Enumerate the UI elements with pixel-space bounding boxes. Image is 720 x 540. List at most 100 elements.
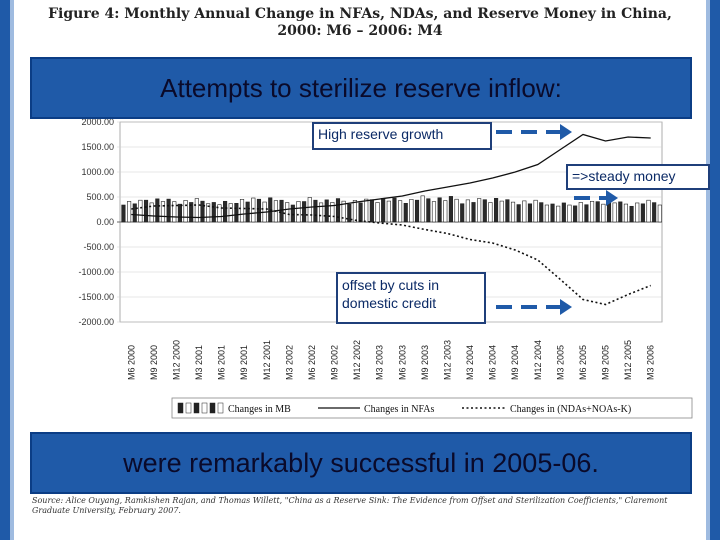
- arrow-high-reserve-head: [560, 124, 572, 140]
- slide-frame-right: [710, 0, 720, 540]
- x-tick-label: M6 2003: [397, 345, 407, 380]
- bar-mb: [426, 198, 431, 223]
- y-tick-label: -2000.00: [78, 317, 114, 327]
- bar-mb: [183, 200, 188, 223]
- legend-swatch-mb: [201, 402, 208, 414]
- arrow-steady-money-head: [606, 190, 618, 206]
- bar-mb: [347, 203, 352, 223]
- bar-mb: [516, 204, 521, 223]
- bar-mb: [296, 201, 301, 223]
- bar-mb: [194, 198, 199, 223]
- legend-label-nfa: Changes in NFAs: [364, 404, 434, 415]
- bar-mb: [155, 198, 160, 223]
- y-tick-label: 0.00: [96, 217, 114, 227]
- bar-mb: [251, 197, 256, 223]
- bar-mb: [544, 204, 549, 223]
- callout-offset: offset by cuts in domestic credit: [336, 272, 486, 324]
- x-tick-label: M9 2005: [601, 345, 611, 380]
- bar-mb: [403, 203, 408, 223]
- bar-mb: [584, 204, 589, 223]
- y-tick-label: 500.00: [86, 192, 114, 202]
- x-tick-label: M12 2002: [352, 340, 362, 380]
- x-tick-label: M3 2001: [194, 345, 204, 380]
- bar-mb: [256, 198, 262, 223]
- bar-mb: [550, 203, 555, 223]
- bar-mb: [640, 203, 645, 223]
- bar-mb: [302, 201, 307, 223]
- bar-mb: [522, 200, 527, 223]
- bar-mb: [567, 204, 572, 223]
- bar-mb: [172, 201, 177, 223]
- bar-mb: [375, 202, 380, 223]
- bar-mb: [200, 200, 205, 223]
- bar-mb: [443, 200, 448, 223]
- bar-mb: [561, 202, 566, 223]
- y-tick-label: -500.00: [83, 242, 114, 252]
- bar-mb: [460, 203, 465, 223]
- bar-mb: [324, 199, 329, 223]
- bar-mb: [285, 202, 290, 223]
- bar-mb: [431, 201, 437, 223]
- chart-axes: 2000.00 1500.00 1000.00 500.00 0.00 -500.00 -1…: [78, 117, 663, 327]
- x-tick-label: M3 2005: [555, 345, 565, 380]
- bar-mb: [228, 203, 233, 223]
- bar-mb: [488, 202, 493, 223]
- x-tick-label: M12 2000: [171, 340, 181, 380]
- bar-mb: [386, 200, 391, 223]
- legend-swatch-mb: [177, 402, 184, 414]
- bar-mb: [189, 202, 194, 223]
- x-tick-label: M6 2004: [488, 345, 498, 380]
- line-series-nfa: [131, 133, 651, 219]
- bar-mb: [409, 199, 414, 223]
- bar-mb: [211, 202, 216, 223]
- bar-mb: [398, 200, 403, 223]
- bar-mb: [652, 202, 657, 223]
- bar-mb: [313, 199, 318, 223]
- x-tick-label: M6 2002: [307, 345, 317, 380]
- x-tick-label: M3 2004: [465, 345, 475, 380]
- bar-mb: [132, 203, 137, 223]
- y-tick-label: -1000.00: [78, 267, 114, 277]
- y-tick-label: 1500.00: [81, 142, 114, 152]
- banner-bottom: were remarkably successful in 2005-06.: [30, 432, 692, 494]
- bar-mb: [352, 200, 358, 223]
- legend-label-nda: Changes in (NDAs+NOAs-K): [510, 404, 631, 415]
- bar-mb: [657, 204, 662, 223]
- bar-mb: [245, 201, 250, 223]
- legend-swatch-mb: [217, 402, 224, 414]
- bar-mb: [635, 202, 640, 223]
- bar-mb: [239, 199, 245, 223]
- bar-mb: [166, 198, 171, 223]
- x-tick-label: M3 2006: [646, 345, 656, 380]
- bar-mb: [437, 197, 442, 223]
- x-tick-label: M12 2003: [442, 340, 452, 380]
- arrow-offset-head: [560, 299, 572, 315]
- callout-high-reserve: High reserve growth: [312, 122, 492, 150]
- bar-mb: [471, 202, 476, 223]
- legend-swatch-mb: [209, 402, 216, 414]
- bar-mb: [290, 204, 295, 223]
- bar-mb: [364, 198, 369, 223]
- legend-box: [171, 397, 693, 419]
- x-tick-label: M9 2003: [420, 345, 430, 380]
- x-tick-label: M3 2002: [284, 345, 294, 380]
- bar-mb: [358, 202, 363, 223]
- x-tick-label: M9 2001: [239, 345, 249, 380]
- bar-mb: [341, 200, 346, 223]
- bar-mb: [510, 201, 516, 223]
- bar-mb: [499, 200, 504, 223]
- banner-top: Attempts to sterilize reserve inflow:: [30, 57, 692, 119]
- y-tick-label: -1500.00: [78, 292, 114, 302]
- bar-mb: [556, 205, 561, 223]
- x-tick-label: M6 2001: [217, 345, 227, 380]
- bar-mb: [595, 201, 600, 223]
- x-tick-label: M12 2001: [262, 340, 272, 380]
- bar-mb: [177, 203, 182, 223]
- bar-mb: [494, 198, 499, 223]
- bar-mb: [149, 202, 154, 223]
- bar-mb: [533, 199, 538, 223]
- bar-mb: [623, 203, 629, 223]
- bar-mb: [601, 203, 606, 223]
- bar-mb: [482, 199, 487, 223]
